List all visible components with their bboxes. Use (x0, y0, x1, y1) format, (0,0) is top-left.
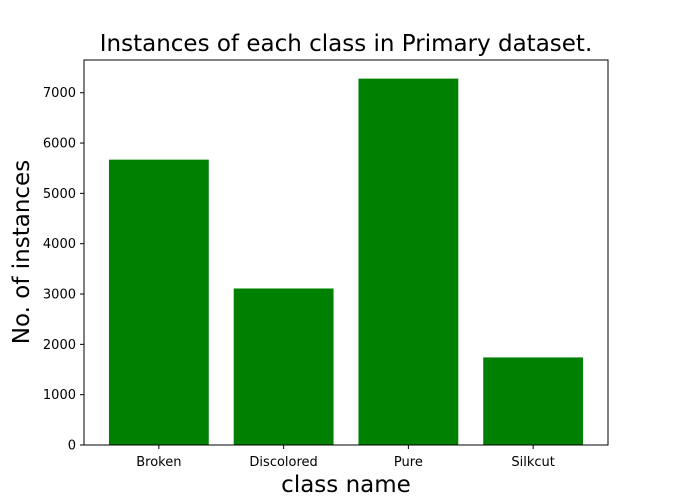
x-tick-label: Silkcut (511, 455, 555, 470)
bar-broken (108, 159, 209, 445)
plot-frame (83, 59, 609, 446)
bar-pure (358, 78, 459, 446)
y-tick-label: 4000 (43, 237, 76, 252)
x-tick-label: Discolored (249, 455, 317, 470)
y-tick-label: 3000 (43, 288, 76, 303)
bar-silkcut (483, 357, 584, 445)
x-axis-label: class name (281, 472, 411, 498)
x-axis-ticks: Broken Discolored Pure Silkcut (136, 445, 555, 470)
chart-title: Instances of each class in Primary datas… (100, 31, 593, 57)
bar-discolored (233, 288, 334, 445)
bars-group (108, 78, 584, 446)
y-axis-ticks: 0 1000 2000 3000 4000 5000 6000 7000 (43, 86, 84, 454)
y-tick-label: 2000 (43, 338, 76, 353)
y-tick-label: 7000 (43, 86, 76, 101)
x-tick-label: Broken (136, 455, 181, 470)
y-axis-label: No. of instances (9, 160, 35, 344)
y-tick-label: 6000 (43, 137, 76, 152)
x-tick-label: Pure (394, 455, 423, 470)
y-tick-label: 0 (68, 439, 76, 454)
y-tick-label: 1000 (43, 388, 76, 403)
y-tick-label: 5000 (43, 187, 76, 202)
